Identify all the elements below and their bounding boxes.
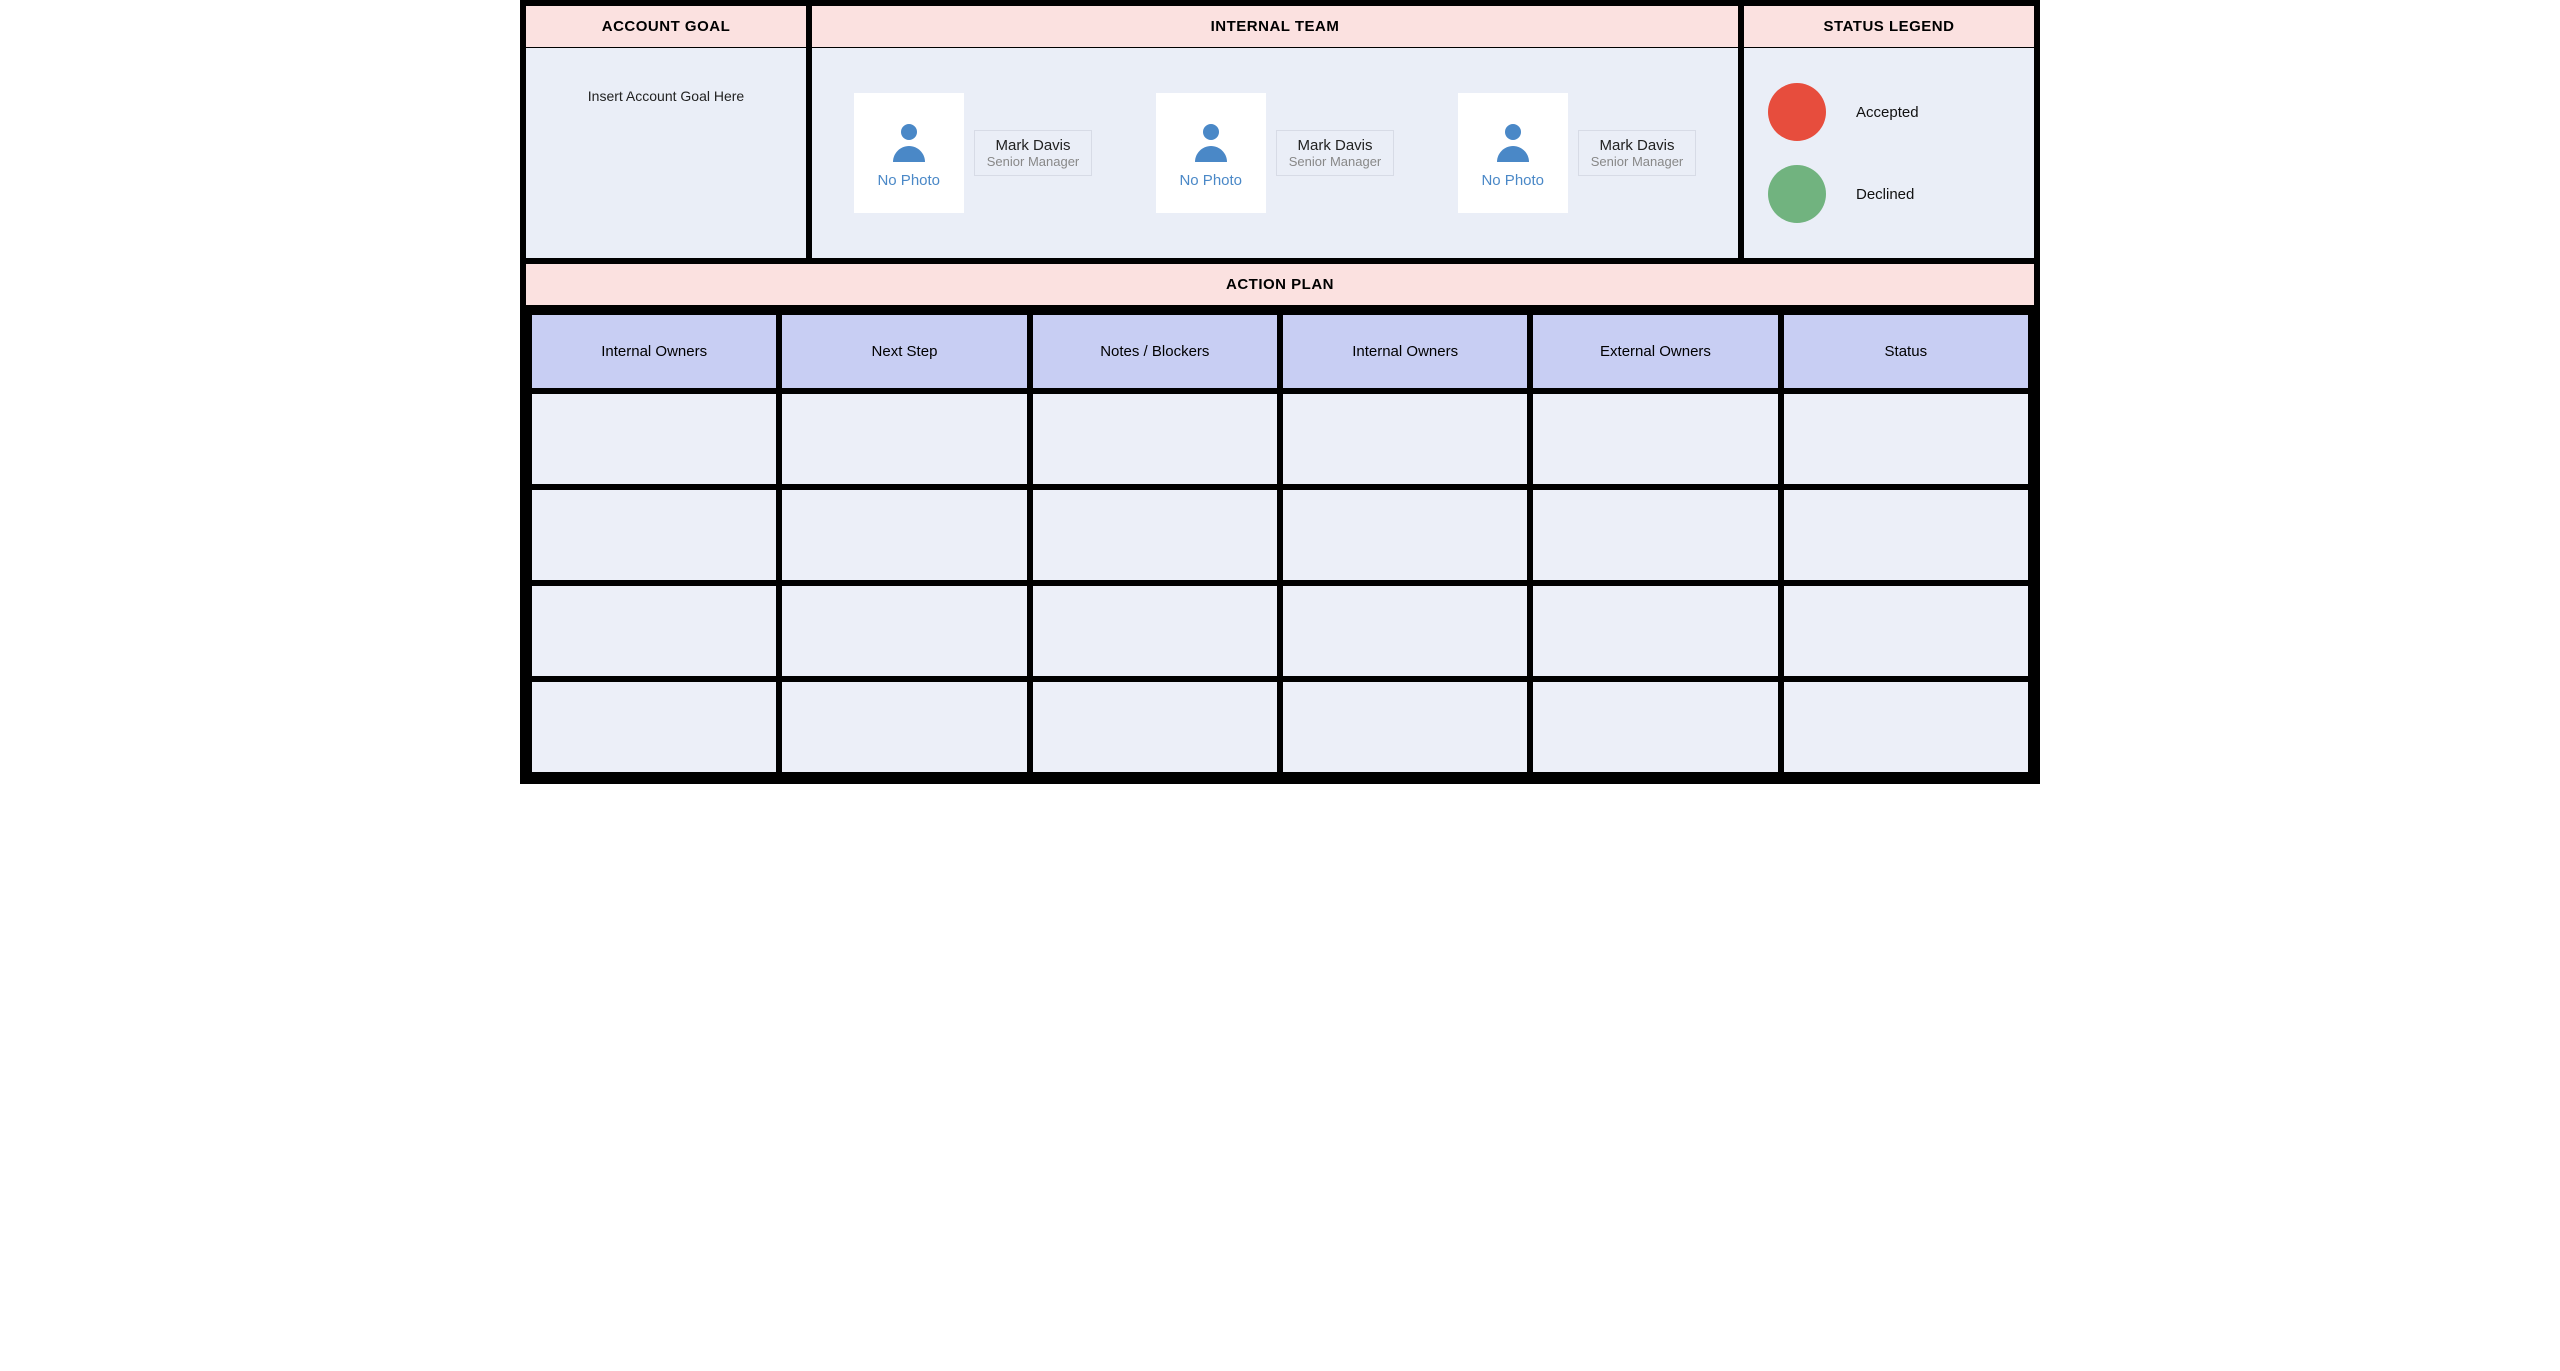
table-cell[interactable] — [1033, 490, 1277, 580]
account-goal-panel: ACCOUNT GOAL Insert Account Goal Here — [526, 6, 806, 258]
member-label[interactable]: Mark Davis Senior Manager — [974, 130, 1093, 176]
table-row — [532, 682, 2028, 772]
photo-placeholder[interactable]: No Photo — [1458, 93, 1568, 213]
internal-team-header: INTERNAL TEAM — [812, 6, 1738, 48]
legend-label: Declined — [1856, 186, 1914, 203]
top-row: ACCOUNT GOAL Insert Account Goal Here IN… — [526, 6, 2034, 258]
action-plan-panel: ACTION PLAN Internal Owners Next Step No… — [526, 264, 2034, 778]
photo-placeholder[interactable]: No Photo — [854, 93, 964, 213]
table-cell[interactable] — [1033, 586, 1277, 676]
col-header: Next Step — [782, 315, 1026, 388]
action-plan-tbody — [532, 394, 2028, 772]
person-icon — [1187, 118, 1235, 166]
table-cell[interactable] — [532, 586, 776, 676]
member-label[interactable]: Mark Davis Senior Manager — [1578, 130, 1697, 176]
table-cell[interactable] — [1784, 682, 2028, 772]
table-cell[interactable] — [1283, 394, 1527, 484]
table-cell[interactable] — [1283, 490, 1527, 580]
table-cell[interactable] — [1784, 394, 2028, 484]
table-cell[interactable] — [532, 394, 776, 484]
table-cell[interactable] — [782, 490, 1026, 580]
table-cell[interactable] — [532, 490, 776, 580]
table-cell[interactable] — [782, 682, 1026, 772]
action-plan-header: ACTION PLAN — [526, 264, 2034, 309]
no-photo-label: No Photo — [1179, 172, 1242, 189]
member-role: Senior Manager — [1591, 154, 1684, 169]
col-header: Notes / Blockers — [1033, 315, 1277, 388]
member-name: Mark Davis — [1591, 137, 1684, 154]
photo-placeholder[interactable]: No Photo — [1156, 93, 1266, 213]
table-cell[interactable] — [1283, 586, 1527, 676]
member-role: Senior Manager — [1289, 154, 1382, 169]
table-cell[interactable] — [1283, 682, 1527, 772]
table-header-row: Internal Owners Next Step Notes / Blocke… — [532, 315, 2028, 388]
status-swatch-accepted — [1768, 83, 1826, 141]
table-cell[interactable] — [1533, 682, 1777, 772]
status-swatch-declined — [1768, 165, 1826, 223]
table-cell[interactable] — [1033, 682, 1277, 772]
table-cell[interactable] — [1533, 490, 1777, 580]
col-header: Internal Owners — [532, 315, 776, 388]
col-header: Internal Owners — [1283, 315, 1527, 388]
status-legend-panel: STATUS LEGEND Accepted Declined — [1744, 6, 2034, 258]
table-row — [532, 394, 2028, 484]
table-cell[interactable] — [1533, 394, 1777, 484]
table-cell[interactable] — [782, 394, 1026, 484]
legend-item-accepted: Accepted — [1768, 83, 2010, 141]
table-row — [532, 586, 2028, 676]
person-icon — [1489, 118, 1537, 166]
table-cell[interactable] — [1533, 586, 1777, 676]
no-photo-label: No Photo — [877, 172, 940, 189]
status-legend-body: Accepted Declined — [1744, 48, 2034, 258]
table-cell[interactable] — [1784, 586, 2028, 676]
person-icon — [885, 118, 933, 166]
table-cell[interactable] — [1784, 490, 2028, 580]
status-legend-header: STATUS LEGEND — [1744, 6, 2034, 48]
team-member: No Photo Mark Davis Senior Manager — [1156, 93, 1395, 213]
internal-team-body: No Photo Mark Davis Senior Manager N — [812, 48, 1738, 258]
internal-team-panel: INTERNAL TEAM No Photo Mark Davis Senior… — [812, 6, 1738, 258]
member-name: Mark Davis — [1289, 137, 1382, 154]
account-goal-header: ACCOUNT GOAL — [526, 6, 806, 48]
account-goal-body[interactable]: Insert Account Goal Here — [526, 48, 806, 258]
table-cell[interactable] — [1033, 394, 1277, 484]
table-cell[interactable] — [532, 682, 776, 772]
member-label[interactable]: Mark Davis Senior Manager — [1276, 130, 1395, 176]
no-photo-label: No Photo — [1481, 172, 1544, 189]
action-plan-table: Internal Owners Next Step Notes / Blocke… — [526, 309, 2034, 778]
team-member: No Photo Mark Davis Senior Manager — [1458, 93, 1697, 213]
table-cell[interactable] — [782, 586, 1026, 676]
team-member: No Photo Mark Davis Senior Manager — [854, 93, 1093, 213]
table-row — [532, 490, 2028, 580]
col-header: Status — [1784, 315, 2028, 388]
template-canvas: ACCOUNT GOAL Insert Account Goal Here IN… — [520, 0, 2040, 784]
col-header: External Owners — [1533, 315, 1777, 388]
member-role: Senior Manager — [987, 154, 1080, 169]
member-name: Mark Davis — [987, 137, 1080, 154]
legend-label: Accepted — [1856, 104, 1919, 121]
legend-item-declined: Declined — [1768, 165, 2010, 223]
